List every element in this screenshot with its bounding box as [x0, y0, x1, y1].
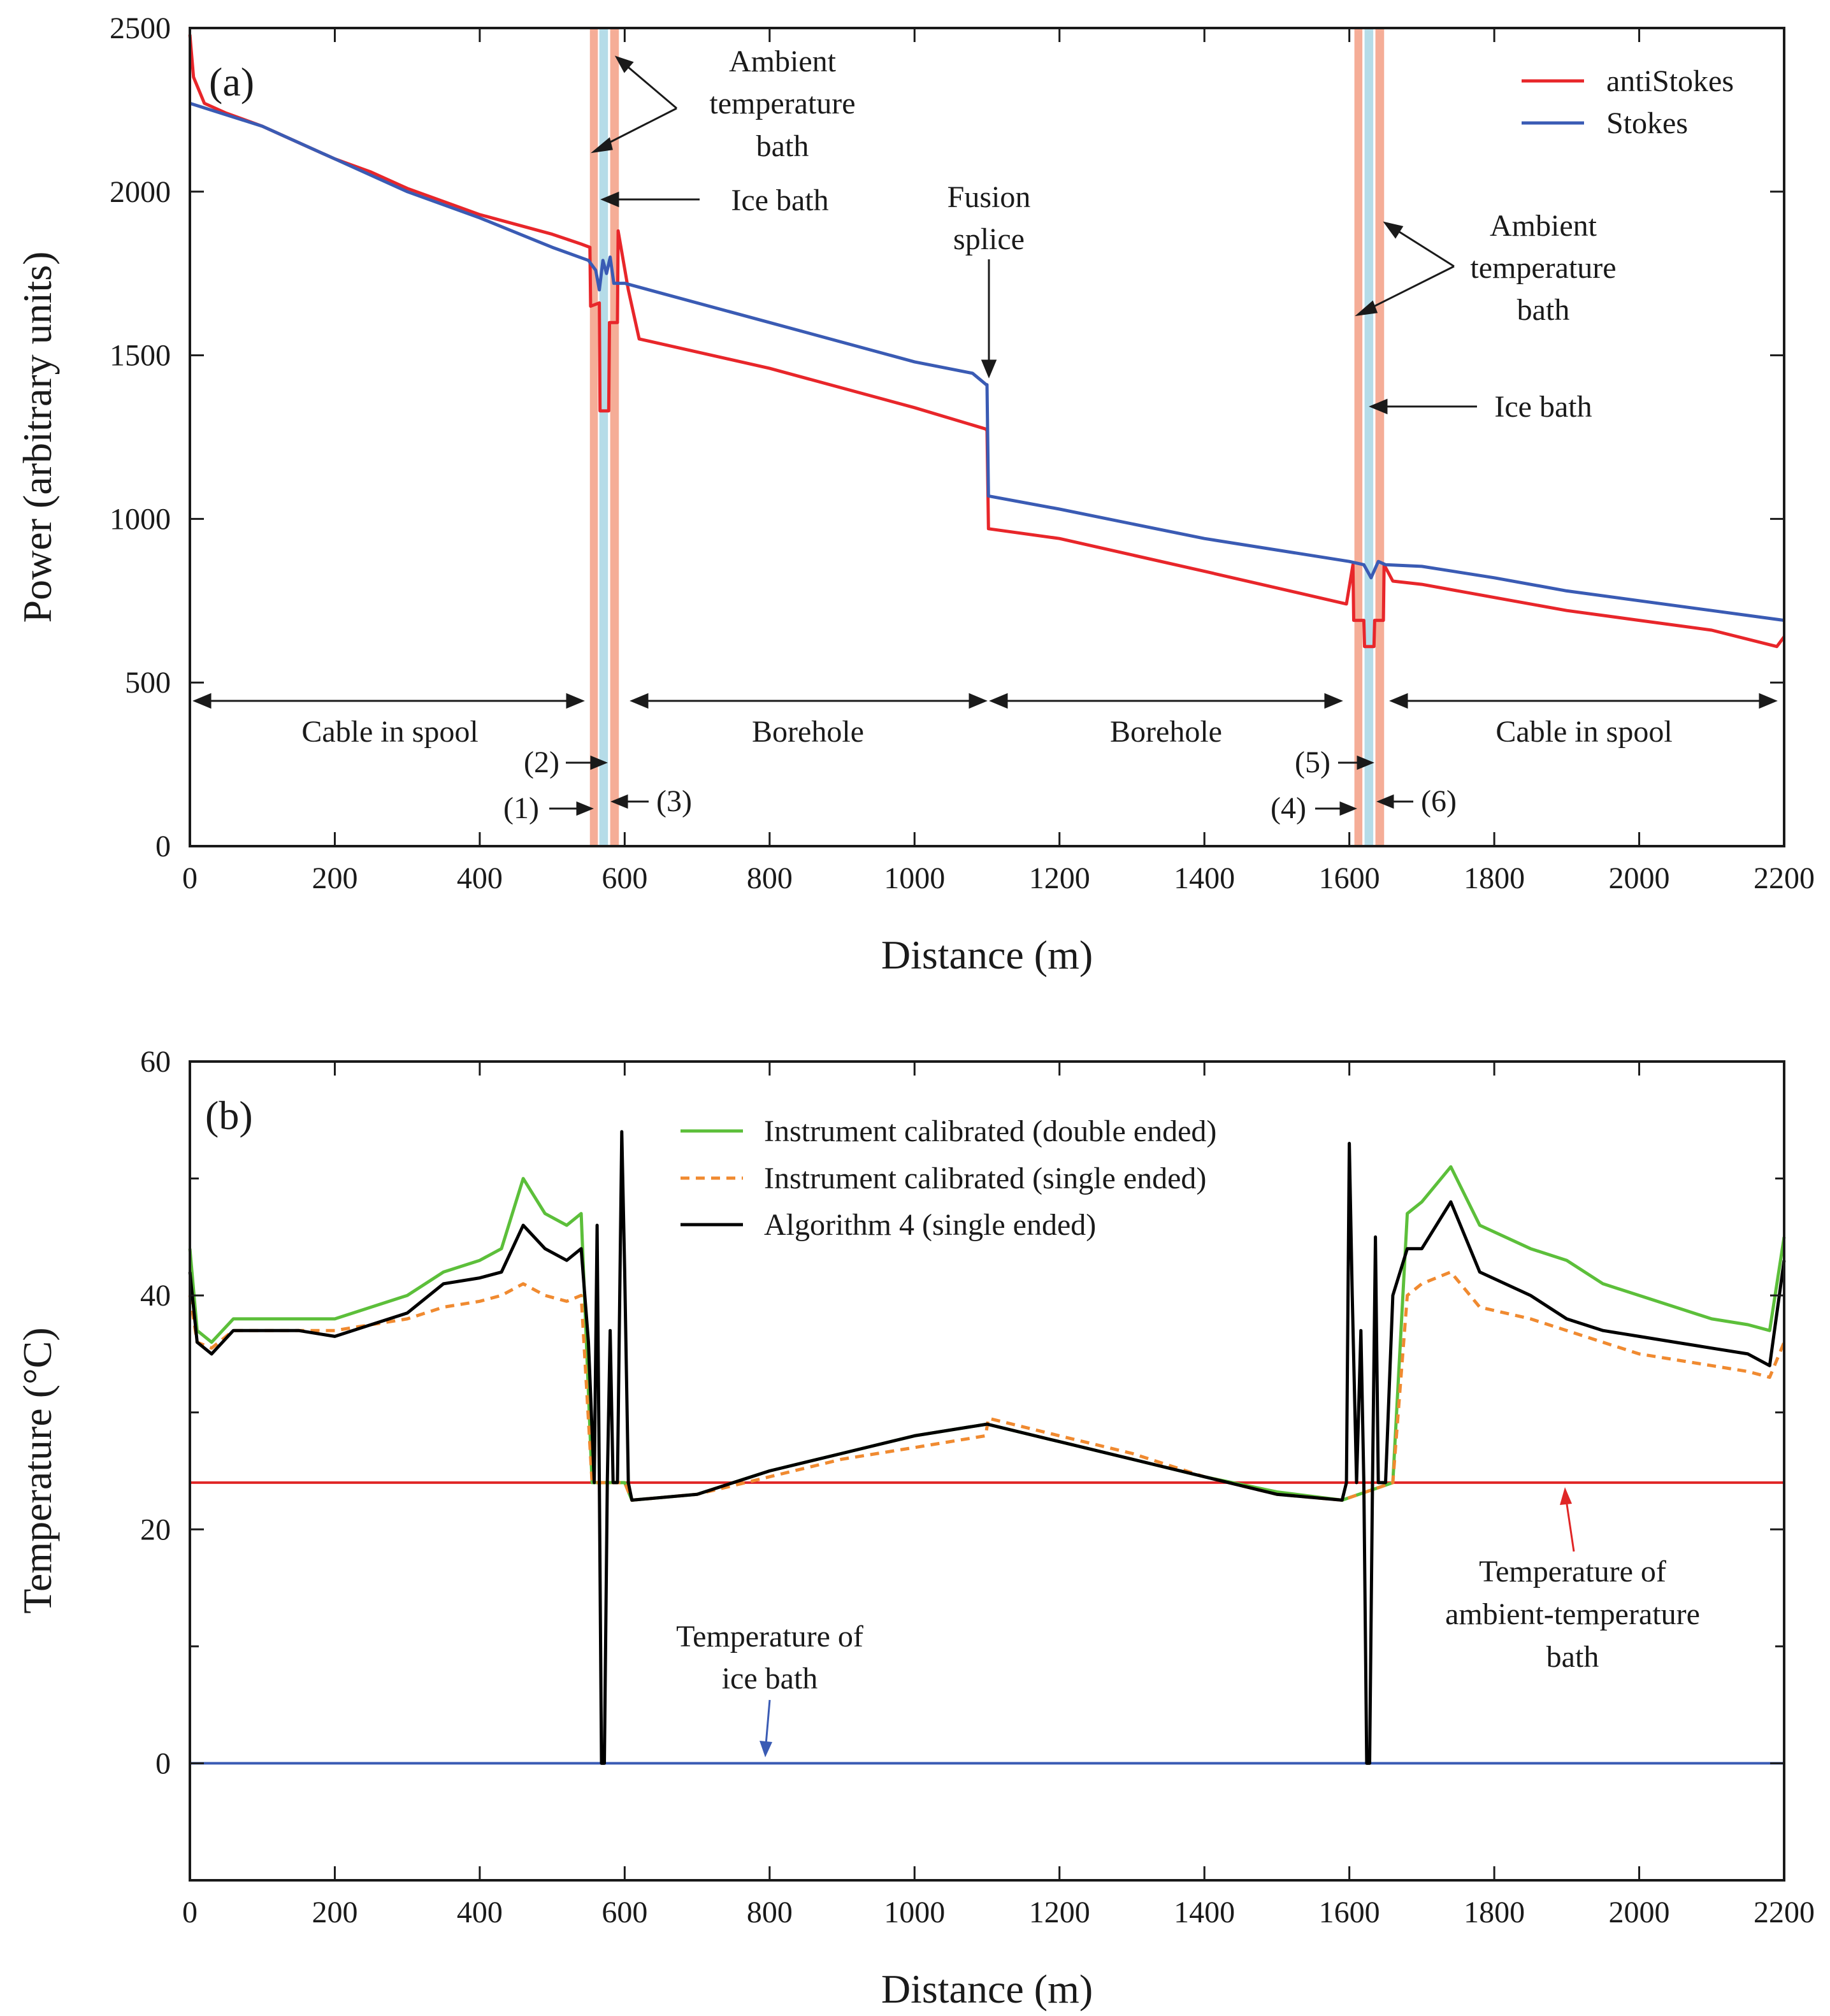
- x-tick-label: 200: [312, 861, 357, 895]
- region-borehole-left: Borehole: [752, 715, 864, 749]
- panel-b-legend: Instrument calibrated (double ended) Ins…: [681, 1114, 1216, 1242]
- x-tick-label: 2200: [1754, 1896, 1815, 1929]
- legend-stokes-label: Stokes: [1606, 106, 1688, 140]
- panel-a-ylabel: Power (arbitrary units): [15, 252, 60, 623]
- y-tick-label: 1500: [110, 339, 171, 373]
- x-tick-label: 2000: [1609, 1896, 1670, 1929]
- ice-bath-left-label: Ice bath: [731, 184, 828, 217]
- y-tick-label: 0: [155, 1746, 171, 1780]
- x-tick-label: 600: [602, 861, 647, 895]
- ice-bath-ref-label-line1: Temperature of: [676, 1620, 863, 1653]
- y-tick-label: 500: [125, 666, 171, 700]
- ice-bath-ref-arrowhead: [760, 1741, 772, 1757]
- series-stokes: [189, 101, 1785, 623]
- x-tick-label: 400: [457, 1896, 503, 1929]
- bath-band-2: [599, 28, 609, 846]
- marker-4: (4): [1271, 791, 1306, 825]
- bath-band-1: [589, 28, 598, 846]
- y-tick-label: 1000: [110, 502, 171, 536]
- bath-band-5: [1364, 28, 1374, 846]
- region-cable-spool-left: Cable in spool: [301, 715, 478, 749]
- marker-2: (2): [524, 745, 559, 779]
- panel-a-frame: [189, 27, 1785, 847]
- panel-b-reference-lines: [190, 1481, 1784, 1765]
- ice-bath-ref-label-line2: ice bath: [722, 1662, 818, 1696]
- marker-1: (1): [503, 791, 539, 825]
- legend-double-ended-label: Instrument calibrated (double ended): [764, 1114, 1216, 1148]
- y-tick-label: 40: [140, 1279, 171, 1313]
- panel-b-xlabel: Distance (m): [881, 1966, 1093, 2012]
- panel-a-xlabel: Distance (m): [881, 932, 1093, 977]
- x-tick-label: 400: [457, 861, 503, 895]
- panel-b: 0 200 400 600 800 1000 1200 1400 1600 1800 2000 220…: [15, 1045, 1815, 2012]
- bath-band-3: [610, 28, 619, 846]
- region-cable-spool-right: Cable in spool: [1495, 715, 1672, 749]
- x-tick-label: 0: [182, 1896, 198, 1929]
- x-tick-label: 800: [747, 1896, 793, 1929]
- bath-band-6: [1375, 28, 1385, 846]
- ambient-bath-ref-arrowhead: [1560, 1487, 1572, 1505]
- ambient-bath-left-line2: temperature: [709, 87, 855, 120]
- ambient-bath-ref-label-line1: Temperature of: [1479, 1555, 1666, 1588]
- x-tick-label: 1400: [1174, 1896, 1235, 1929]
- y-tick-label: 20: [140, 1513, 171, 1546]
- series-algorithm-4-single-ended: [188, 1130, 1786, 1765]
- panel-b-ticks: 0 200 400 600 800 1000 1200 1400 1600 1800 2000 220…: [140, 1045, 1815, 1929]
- panel-a-ticks: 0 200 400 600 800 1000 1200 1400 1600 1800 2000 220…: [110, 11, 1815, 895]
- x-tick-label: 2200: [1754, 861, 1815, 895]
- y-tick-label: 0: [155, 830, 171, 863]
- panel-a-annotations: [192, 55, 1778, 816]
- x-tick-label: 1800: [1464, 1896, 1525, 1929]
- ambient-bath-ref-label-line2: ambient-temperature: [1445, 1597, 1700, 1631]
- ambient-bath-ref-arrow: [1565, 1499, 1575, 1552]
- marker-3: (3): [656, 784, 692, 818]
- panel-a: 0 200 400 600 800 1000 1200 1400 1600 1800 2000 220…: [15, 11, 1815, 977]
- series-antistokes: [188, 34, 1786, 649]
- x-tick-label: 1600: [1319, 861, 1380, 895]
- panel-a-series: [188, 34, 1786, 649]
- y-tick-label: 60: [140, 1045, 171, 1079]
- x-tick-label: 1000: [884, 1896, 945, 1929]
- x-tick-label: 1400: [1174, 861, 1235, 895]
- panel-b-series: [188, 1130, 1786, 1765]
- legend-algorithm4-label: Algorithm 4 (single ended): [764, 1208, 1096, 1242]
- ambient-bath-ref-label-line3: bath: [1546, 1640, 1599, 1674]
- marker-6: (6): [1421, 784, 1457, 818]
- ambient-bath-right-line1: Ambient: [1490, 209, 1597, 243]
- x-tick-label: 1800: [1464, 861, 1525, 895]
- x-tick-label: 1200: [1029, 861, 1090, 895]
- x-tick-label: 0: [182, 861, 198, 895]
- x-tick-label: 200: [312, 1896, 357, 1929]
- x-tick-label: 600: [602, 1896, 647, 1929]
- x-tick-label: 1600: [1319, 1896, 1380, 1929]
- fusion-splice-line1: Fusion: [947, 180, 1031, 214]
- ice-bath-right-label: Ice bath: [1494, 390, 1592, 424]
- x-tick-label: 1000: [884, 861, 945, 895]
- panel-b-ylabel: Temperature (°C): [15, 1327, 60, 1613]
- panel-b-frame: [189, 1060, 1785, 1882]
- fusion-splice-line2: splice: [953, 222, 1025, 256]
- panel-a-label: (a): [209, 59, 254, 104]
- ambient-bath-left-line3: bath: [756, 129, 809, 163]
- ice-bath-ref-arrow: [765, 1699, 771, 1745]
- panel-a-bath-bands: [589, 28, 1385, 846]
- bath-band-4: [1354, 28, 1363, 846]
- x-tick-label: 800: [747, 861, 793, 895]
- y-tick-label: 2500: [110, 11, 171, 45]
- x-tick-label: 2000: [1609, 861, 1670, 895]
- x-tick-label: 1200: [1029, 1896, 1090, 1929]
- marker-5: (5): [1295, 745, 1330, 779]
- ambient-bath-left-line1: Ambient: [729, 45, 837, 78]
- legend-single-ended-label: Instrument calibrated (single ended): [764, 1162, 1206, 1195]
- region-borehole-right: Borehole: [1110, 715, 1222, 749]
- y-tick-label: 2000: [110, 175, 171, 209]
- ambient-bath-right-line3: bath: [1517, 293, 1570, 327]
- ambient-bath-right-line2: temperature: [1470, 251, 1616, 285]
- legend-antistokes-label: antiStokes: [1606, 64, 1734, 98]
- panel-a-legend: antiStokes Stokes: [1522, 64, 1734, 140]
- panel-b-label: (b): [205, 1093, 253, 1138]
